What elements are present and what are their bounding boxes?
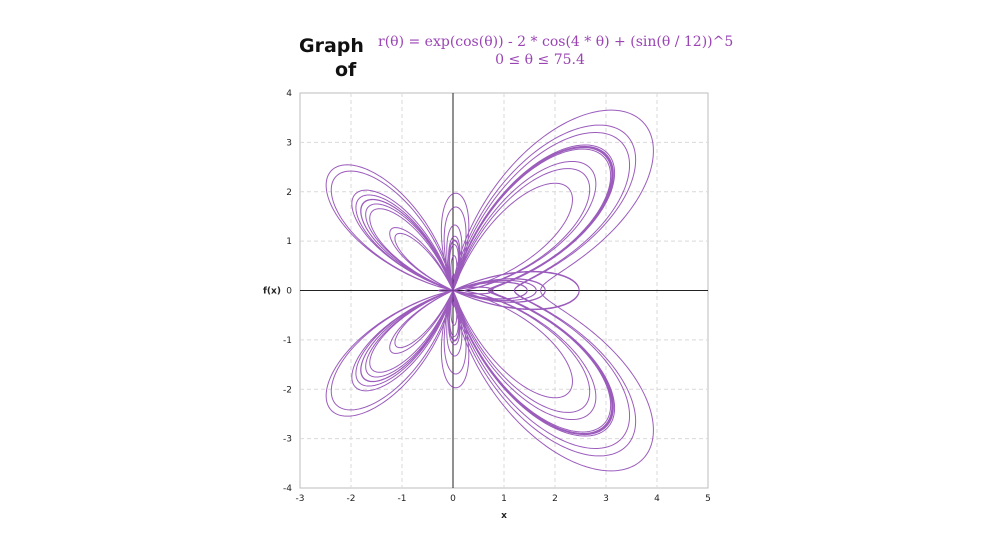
x-tick-label: 4 — [654, 494, 660, 504]
title-word-of: of — [335, 59, 357, 81]
y-tick-label: -3 — [283, 435, 292, 445]
y-tick-label: 1 — [286, 237, 292, 247]
tick-labels: -3 -2 -1 0 1 2 3 4 5 -4 -3 -2 -1 0 1 2 3 4 — [283, 89, 711, 504]
y-tick-label: -1 — [283, 336, 292, 346]
x-axis-label: x — [501, 511, 507, 521]
y-tick-label: 0 — [286, 287, 292, 297]
x-tick-label: 3 — [603, 494, 609, 504]
x-tick-label: 0 — [450, 494, 456, 504]
y-tick-label: 3 — [286, 138, 292, 148]
title-word-graph: Graph — [299, 35, 364, 57]
curve-layer — [325, 109, 654, 472]
x-tick-label: -1 — [398, 494, 407, 504]
x-tick-label: -3 — [296, 494, 305, 504]
y-tick-label: -4 — [283, 484, 292, 494]
x-tick-label: 2 — [552, 494, 558, 504]
y-tick-label: 2 — [286, 188, 292, 198]
x-tick-label: -2 — [347, 494, 356, 504]
chart-subtitle: 0 ≤ θ ≤ 75.4 — [495, 52, 585, 68]
x-tick-label: 1 — [501, 494, 507, 504]
y-axis-label: f(x) — [263, 287, 281, 297]
x-tick-label: 5 — [705, 494, 711, 504]
butterfly-curve — [325, 109, 654, 472]
y-tick-label: 4 — [286, 89, 292, 99]
chart-formula: r(θ) = exp(cos(θ)) - 2 * cos(4 * θ) + (s… — [378, 34, 734, 50]
y-tick-label: -2 — [283, 385, 292, 395]
